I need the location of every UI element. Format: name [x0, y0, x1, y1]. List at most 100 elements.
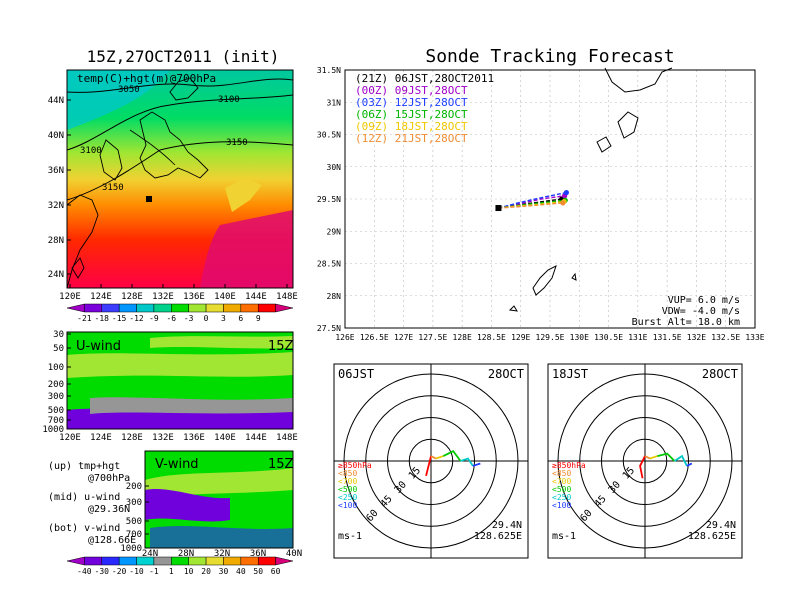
contour-label-3100-b: 3100: [80, 146, 102, 156]
pressure-tick-label: 300: [126, 498, 142, 508]
lat-tick-label: 40N: [286, 549, 302, 559]
hodograph-time-label: 18JST: [552, 367, 588, 381]
u-wind-band-10: [67, 352, 293, 378]
taiwan-coastline: [71, 257, 85, 279]
sonde-site-marker: [146, 196, 152, 202]
lon-tick-label: 128.5E: [477, 333, 506, 342]
colorbar-swatch: [136, 303, 155, 313]
pressure-tick-label: 500: [126, 517, 142, 527]
hodograph-date-label: 28OCT: [702, 367, 738, 381]
temp-map-label: temp(C)+hgt(m)@700hPa: [77, 72, 216, 85]
colorbar-label: 30: [219, 567, 229, 576]
colorbar-label: 40: [236, 567, 246, 576]
colorbar-label: 6: [238, 314, 243, 323]
lat-tick-label: 24N: [48, 270, 64, 280]
colorbar-label: 0: [204, 314, 209, 323]
lon-tick-label: 130E: [570, 333, 589, 342]
hodograph-trace-5: [686, 462, 693, 467]
lon-tick-label: 136E: [183, 292, 205, 302]
v-wind-low: [150, 526, 293, 548]
pressure-tick-label: 200: [48, 380, 64, 390]
hodograph-trace-5: [472, 462, 481, 467]
lon-tick-label: 148E: [276, 292, 298, 302]
pressure-tick-label: 100: [48, 363, 64, 373]
colorbar-swatch: [188, 556, 207, 566]
colorbar-swatch: [118, 556, 137, 566]
pressure-tick-label: 30: [53, 330, 64, 340]
lat-tick-label: 28N: [327, 292, 342, 301]
tracking-map-title: Sonde Tracking Forecast: [425, 46, 674, 67]
warm-region: [200, 210, 293, 288]
hodograph-legend-3: <500: [338, 485, 357, 494]
lat-tick-label: 27.5N: [317, 324, 341, 333]
contour-extra: [129, 129, 176, 166]
legend-entry-1: (00Z) 09JST,28OCT: [355, 84, 468, 97]
note-mid-sub: @29.36N: [88, 504, 130, 515]
v-wind-northerly: [145, 488, 230, 522]
v-wind-time: 15Z: [268, 457, 294, 472]
colorbar-swatch: [118, 303, 137, 313]
colorbar-swatch: [136, 556, 155, 566]
legend-entry-5: (12Z) 21JST,28OCT: [355, 132, 468, 145]
colorbar-label: 9: [256, 314, 261, 323]
legend-entry-0: (21Z) 06JST,28OCT2011: [355, 72, 494, 85]
lat-tick-label: 36N: [48, 166, 64, 176]
colorbar-swatch: [240, 556, 259, 566]
pressure-tick-label: 700: [126, 530, 142, 540]
hodograph-legend-2: <700: [552, 477, 571, 486]
trajectory-lines: [495, 189, 570, 212]
hodograph-legend-4: <250: [338, 493, 357, 502]
pressure-tick-label: 1000: [42, 425, 64, 435]
contour-label-3150-b: 3150: [102, 183, 124, 193]
u-wind-easterly: [67, 408, 293, 429]
hodograph-legend-5: <100: [552, 501, 571, 510]
colorbar-label: -9: [149, 314, 159, 323]
lat-tick-label: 36N: [250, 549, 266, 559]
lat-tick-label: 32N: [214, 549, 230, 559]
wind-colorbar: -40 -30 -20 -10 -1 1 10 20 30 40 50 60: [66, 556, 294, 576]
colorbar-label: 1: [169, 567, 174, 576]
pressure-tick-label: 300: [48, 392, 64, 402]
legend-entry-4: (09Z) 18JST,28OCT: [355, 120, 468, 133]
v-wind-frame: [144, 450, 294, 549]
note-bot-head: (bot) v-wind: [48, 523, 120, 534]
lon-tick-label: 124E: [90, 292, 112, 302]
pressure-tick-label: 500: [48, 406, 64, 416]
hodograph-unit: ms-1: [338, 531, 362, 542]
lon-tick-label: 130.5E: [594, 333, 623, 342]
legend-entry-3: (06Z) 15JST,28OCT: [355, 108, 468, 121]
lon-tick-label: 120E: [59, 433, 81, 443]
lon-tick-label: 126E: [335, 333, 354, 342]
tracking-map-frame: [344, 69, 756, 329]
colorbar-swatch: [275, 556, 294, 566]
cool-patch: [225, 178, 262, 212]
u-wind-frame: [66, 331, 294, 430]
hodograph-trace-2: [435, 455, 444, 460]
hodograph-trace-0: [425, 455, 432, 477]
lat-tick-label: 29N: [327, 227, 342, 236]
lat-tick-label: 32N: [48, 201, 64, 211]
note-bot-sub: @128.66E: [88, 535, 136, 546]
lat-tick-label: 28N: [48, 236, 64, 246]
contour-label-3150-a: 3150: [226, 138, 248, 148]
islet-2-coastline: [508, 305, 518, 312]
landing-point-2: [563, 189, 570, 196]
lon-tick-label: 148E: [276, 433, 298, 443]
temp-map-lon-ticks: 120E 124E 128E 132E 136E 140E 144E 148E: [59, 284, 298, 302]
panel-notes: (up) tmp+hgt @700hPa (mid) u-wind @29.36…: [48, 461, 136, 546]
lon-tick-label: 128E: [453, 333, 472, 342]
islet-coastline: [571, 272, 577, 281]
lat-tick-label: 29.5N: [317, 195, 341, 204]
hodograph-lat: 29.4N: [492, 520, 522, 531]
colorbar-label: -21: [77, 314, 92, 323]
v-wind-panel: V-wind 15Z 200 300 500 700 1000 24N 28N 32N 36N…: [120, 450, 302, 559]
colorbar-label: -12: [129, 314, 144, 323]
lon-tick-label: 131.5E: [653, 333, 682, 342]
japan-coastline: [139, 111, 209, 179]
lon-tick-label: 126.5E: [360, 333, 389, 342]
tracking-map-panel: Sonde Tracking Forecast 31.5N 31N 30.5N 30N…: [317, 46, 765, 342]
lon-tick-label: 132E: [152, 292, 174, 302]
pressure-tick-label: 1000: [120, 544, 142, 554]
